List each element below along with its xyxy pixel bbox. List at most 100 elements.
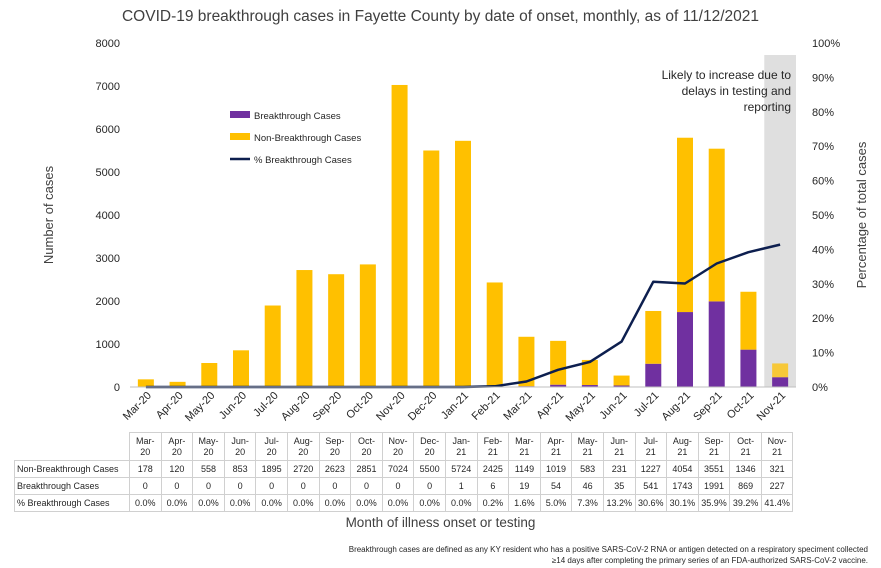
y-tick-label: 7000 (96, 81, 120, 93)
cell-percent: 30.6% (634, 494, 668, 512)
cell-non-breakthrough: 1019 (539, 460, 573, 478)
y-axis-title: Number of cases (41, 165, 56, 264)
data-table-month-header: Jul- 21 (634, 432, 668, 461)
cell-percent: 0.0% (223, 494, 257, 512)
bar-non-breakthrough-Jun-21 (613, 375, 630, 386)
x-tick-label: Nov-21 (755, 390, 789, 424)
cell-percent: 0.0% (381, 494, 415, 512)
bar-non-breakthrough-May-21 (581, 359, 598, 386)
row-label-breakthrough: Breakthrough Cases (14, 477, 130, 495)
cell-percent: 1.6% (508, 494, 541, 512)
cell-percent: 39.2% (729, 494, 762, 512)
data-table-month-header: Jun- 20 (223, 432, 257, 461)
data-table: Mar- 20 Apr- 20 May- 20 Jun- 20 Jul- 20 Aug- 20 Sep-… (14, 432, 794, 512)
data-table-month-header: Feb- 21 (476, 432, 510, 461)
bar-non-breakthrough-Oct-21 (740, 291, 757, 350)
cell-percent: 0.0% (129, 494, 162, 512)
y2-tick-label: 10% (812, 348, 834, 360)
cell-non-breakthrough: 583 (571, 460, 604, 478)
data-table-month-header: Mar- 21 (508, 432, 541, 461)
x-tick-label: Jun-20 (217, 390, 249, 422)
cell-percent: 0.0% (192, 494, 225, 512)
legend: Breakthrough Cases Non-Breakthrough Cases… (230, 111, 361, 166)
cell-percent: 41.4% (760, 494, 794, 512)
bar-breakthrough-May-21 (581, 385, 598, 387)
y-tick-label: 0 (114, 382, 120, 394)
x-tick-label: Nov-20 (374, 390, 408, 424)
cell-non-breakthrough: 558 (192, 460, 225, 478)
y-tick-label: 5000 (96, 167, 120, 179)
cell-non-breakthrough: 1149 (508, 460, 541, 478)
cell-non-breakthrough: 1227 (634, 460, 668, 478)
y-tick-label: 1000 (96, 339, 120, 351)
y2-tick-label: 30% (812, 279, 834, 291)
bar-non-breakthrough-Jun-20 (233, 350, 249, 387)
x-tick-label: Feb-21 (470, 390, 503, 423)
x-tick-label: May-21 (564, 390, 598, 424)
y2-tick-label: 50% (812, 210, 834, 222)
y2-tick-label: 70% (812, 141, 834, 153)
cell-percent: 5.0% (539, 494, 573, 512)
bar-breakthrough-Nov-21 (772, 377, 789, 387)
cell-non-breakthrough: 5500 (413, 460, 446, 478)
y-tick-label: 8000 (96, 38, 120, 50)
x-tick-label: Jun-21 (597, 390, 629, 422)
cell-non-breakthrough: 3551 (697, 460, 731, 478)
cell-percent: 0.0% (286, 494, 320, 512)
annotation-text: Likely to increase due to delays in test… (661, 68, 791, 114)
data-table-month-header: Jul- 20 (255, 432, 288, 461)
y2-tick-label: 100% (812, 38, 840, 50)
cell-breakthrough: 0 (413, 477, 446, 495)
legend-swatch-non-breakthrough (230, 133, 250, 140)
x-axis-title: Month of illness onset or testing (345, 515, 536, 530)
cell-non-breakthrough: 853 (223, 460, 257, 478)
y2-tick-label: 90% (812, 72, 834, 84)
data-table-month-header: Aug- 20 (286, 432, 320, 461)
cell-breakthrough: 35 (602, 477, 636, 495)
y2-axis-title: Percentage of total cases (854, 141, 869, 288)
bar-non-breakthrough-Nov-20 (391, 84, 408, 387)
bar-non-breakthrough-Jan-21 (455, 140, 471, 387)
x-tick-label: Aug-20 (279, 390, 313, 424)
y-tick-label: 6000 (96, 124, 120, 136)
cell-breakthrough: 0 (129, 477, 162, 495)
data-table-corner (14, 432, 130, 461)
bar-non-breakthrough-Apr-21 (550, 340, 567, 385)
cell-percent: 0.0% (350, 494, 383, 512)
cell-percent: 35.9% (697, 494, 731, 512)
bar-non-breakthrough-Feb-21 (486, 282, 503, 387)
cell-non-breakthrough: 2425 (476, 460, 510, 478)
x-tick-label: Mar-21 (501, 390, 534, 423)
x-tick-label: Sep-21 (691, 390, 725, 424)
data-table-row-percent: % Breakthrough Cases 0.0% 0.0% 0.0% 0.0% 0.0%… (14, 494, 794, 512)
y2-tick-label: 80% (812, 107, 834, 119)
data-table-month-header: May- 20 (192, 432, 225, 461)
cell-breakthrough: 541 (634, 477, 668, 495)
y2-tick-label: 20% (812, 313, 834, 325)
cell-non-breakthrough: 2720 (286, 460, 320, 478)
cell-non-breakthrough: 120 (160, 460, 194, 478)
y2-tick-label: 60% (812, 176, 834, 188)
bar-non-breakthrough-Apr-20 (169, 381, 186, 387)
bar-non-breakthrough-Dec-20 (423, 150, 440, 387)
cell-breakthrough: 0 (223, 477, 257, 495)
x-tick-label: Aug-21 (660, 390, 694, 424)
cell-percent: 0.0% (160, 494, 194, 512)
data-table-month-header: Dec- 20 (413, 432, 446, 461)
data-table-month-header: Nov- 21 (760, 432, 794, 461)
x-tick-label: Mar-20 (121, 390, 154, 423)
shaded-region (764, 55, 796, 387)
bar-non-breakthrough-Jul-21 (645, 310, 662, 364)
cell-percent: 0.0% (318, 494, 352, 512)
x-tick-label: Sep-20 (311, 390, 345, 424)
cell-non-breakthrough: 2851 (350, 460, 383, 478)
cell-breakthrough: 1 (444, 477, 478, 495)
legend-swatch-breakthrough (230, 111, 250, 118)
shaded-region-layer (764, 55, 796, 387)
bar-non-breakthrough-Mar-20 (137, 379, 154, 387)
cell-breakthrough: 869 (729, 477, 762, 495)
x-tick-label: Oct-21 (725, 390, 757, 422)
y-tick-label: 4000 (96, 210, 120, 222)
bar-breakthrough-Jun-21 (613, 385, 630, 387)
bar-non-breakthrough-Mar-21 (518, 336, 535, 387)
